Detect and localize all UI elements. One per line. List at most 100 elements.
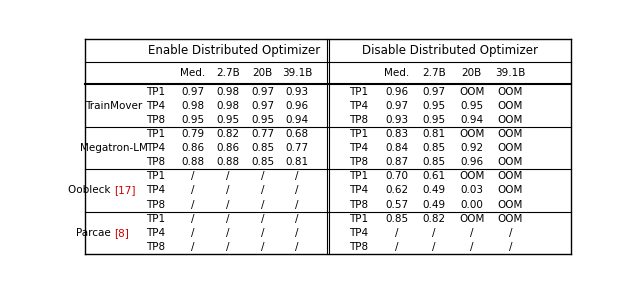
Text: 0.94: 0.94 bbox=[460, 115, 483, 125]
Text: /: / bbox=[296, 228, 299, 238]
Text: TrainMover: TrainMover bbox=[85, 101, 142, 111]
Text: 0.94: 0.94 bbox=[285, 115, 309, 125]
Text: /: / bbox=[395, 228, 398, 238]
Text: Parcae: Parcae bbox=[76, 228, 114, 238]
Text: TP8: TP8 bbox=[146, 242, 165, 252]
Text: TP8: TP8 bbox=[146, 115, 165, 125]
Text: /: / bbox=[432, 228, 435, 238]
Text: /: / bbox=[226, 242, 230, 252]
Text: OOM: OOM bbox=[498, 129, 524, 139]
Text: /: / bbox=[296, 200, 299, 210]
Text: 0.77: 0.77 bbox=[251, 129, 274, 139]
Text: 0.84: 0.84 bbox=[385, 143, 408, 153]
Text: 0.57: 0.57 bbox=[385, 200, 408, 210]
Text: 0.98: 0.98 bbox=[182, 101, 205, 111]
Text: 0.88: 0.88 bbox=[216, 157, 239, 167]
Text: 0.95: 0.95 bbox=[216, 115, 239, 125]
Text: 0.68: 0.68 bbox=[285, 129, 309, 139]
Text: /: / bbox=[191, 185, 195, 196]
Text: /: / bbox=[191, 200, 195, 210]
Text: 0.97: 0.97 bbox=[251, 101, 274, 111]
Text: 0.77: 0.77 bbox=[285, 143, 309, 153]
Text: OOM: OOM bbox=[498, 101, 524, 111]
Text: /: / bbox=[191, 242, 195, 252]
Text: 2.7B: 2.7B bbox=[422, 68, 445, 78]
Text: OOM: OOM bbox=[459, 214, 484, 224]
Text: /: / bbox=[296, 242, 299, 252]
Text: 0.82: 0.82 bbox=[422, 214, 445, 224]
Text: TP4: TP4 bbox=[146, 101, 165, 111]
Text: 0.81: 0.81 bbox=[422, 129, 445, 139]
Text: 0.81: 0.81 bbox=[285, 157, 309, 167]
Text: 0.97: 0.97 bbox=[251, 86, 274, 96]
Text: TP8: TP8 bbox=[146, 200, 165, 210]
Text: TP8: TP8 bbox=[146, 157, 165, 167]
Text: 0.96: 0.96 bbox=[385, 86, 408, 96]
Text: TP4: TP4 bbox=[146, 143, 165, 153]
Text: /: / bbox=[296, 185, 299, 196]
Text: /: / bbox=[432, 242, 435, 252]
Text: OOM: OOM bbox=[498, 200, 524, 210]
Text: 0.98: 0.98 bbox=[216, 86, 239, 96]
Text: 20B: 20B bbox=[461, 68, 482, 78]
Text: 0.95: 0.95 bbox=[251, 115, 274, 125]
Text: TP8: TP8 bbox=[349, 157, 368, 167]
Text: /: / bbox=[395, 242, 398, 252]
Text: /: / bbox=[296, 171, 299, 181]
Text: 0.88: 0.88 bbox=[182, 157, 205, 167]
Text: 0.85: 0.85 bbox=[422, 143, 445, 153]
Text: TP1: TP1 bbox=[146, 214, 165, 224]
Text: 0.96: 0.96 bbox=[460, 157, 483, 167]
Text: [17]: [17] bbox=[114, 185, 135, 196]
Text: TP1: TP1 bbox=[146, 129, 165, 139]
Text: /: / bbox=[260, 185, 264, 196]
Text: 0.85: 0.85 bbox=[422, 157, 445, 167]
Text: 0.93: 0.93 bbox=[285, 86, 309, 96]
Text: 39.1B: 39.1B bbox=[495, 68, 525, 78]
Text: /: / bbox=[470, 228, 474, 238]
Text: OOM: OOM bbox=[459, 86, 484, 96]
Text: 39.1B: 39.1B bbox=[282, 68, 312, 78]
Text: 0.61: 0.61 bbox=[422, 171, 445, 181]
Text: 0.85: 0.85 bbox=[251, 157, 274, 167]
Text: OOM: OOM bbox=[498, 157, 524, 167]
Text: 20B: 20B bbox=[252, 68, 273, 78]
Text: 0.79: 0.79 bbox=[182, 129, 205, 139]
Text: OOM: OOM bbox=[498, 115, 524, 125]
Text: 0.85: 0.85 bbox=[251, 143, 274, 153]
Text: /: / bbox=[226, 171, 230, 181]
Text: /: / bbox=[509, 228, 512, 238]
Text: 0.70: 0.70 bbox=[385, 171, 408, 181]
Text: 0.00: 0.00 bbox=[460, 200, 483, 210]
Text: TP8: TP8 bbox=[349, 242, 368, 252]
Text: /: / bbox=[226, 200, 230, 210]
Text: 0.82: 0.82 bbox=[216, 129, 239, 139]
Text: TP4: TP4 bbox=[349, 101, 368, 111]
Text: /: / bbox=[260, 228, 264, 238]
Text: TP8: TP8 bbox=[349, 200, 368, 210]
Text: /: / bbox=[226, 228, 230, 238]
Text: Med.: Med. bbox=[384, 68, 409, 78]
Text: OOM: OOM bbox=[498, 185, 524, 196]
Text: 0.85: 0.85 bbox=[385, 214, 408, 224]
Text: 0.92: 0.92 bbox=[460, 143, 483, 153]
Text: TP4: TP4 bbox=[349, 228, 368, 238]
Text: /: / bbox=[226, 185, 230, 196]
Text: /: / bbox=[296, 214, 299, 224]
Text: OOM: OOM bbox=[498, 214, 524, 224]
Text: 0.03: 0.03 bbox=[460, 185, 483, 196]
Text: /: / bbox=[260, 242, 264, 252]
Text: 0.87: 0.87 bbox=[385, 157, 408, 167]
Text: Disable Distributed Optimizer: Disable Distributed Optimizer bbox=[362, 44, 538, 57]
Text: 0.98: 0.98 bbox=[216, 101, 239, 111]
Text: 0.49: 0.49 bbox=[422, 185, 445, 196]
Text: 0.86: 0.86 bbox=[216, 143, 239, 153]
Text: OOM: OOM bbox=[459, 129, 484, 139]
Text: 0.83: 0.83 bbox=[385, 129, 408, 139]
Text: /: / bbox=[226, 214, 230, 224]
Text: OOM: OOM bbox=[459, 171, 484, 181]
Text: TP8: TP8 bbox=[349, 115, 368, 125]
Text: 0.86: 0.86 bbox=[182, 143, 205, 153]
Text: 0.97: 0.97 bbox=[422, 86, 445, 96]
Text: OOM: OOM bbox=[498, 143, 524, 153]
